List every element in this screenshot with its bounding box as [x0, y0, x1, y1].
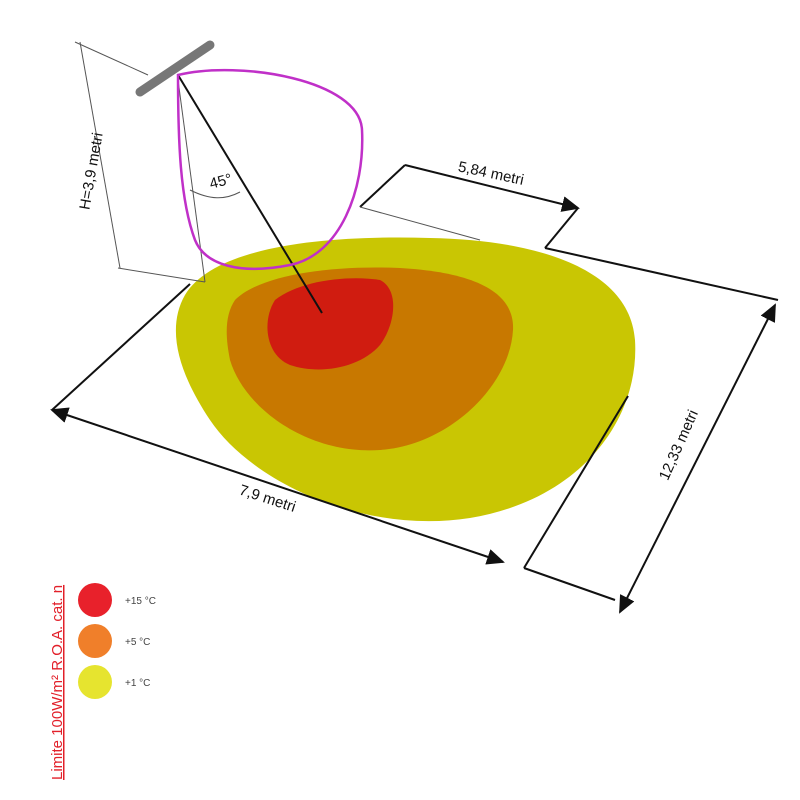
legend-label: +5 °C — [125, 637, 150, 648]
length-label: 12,33 metri — [656, 407, 702, 482]
angle-label: 45° — [208, 171, 234, 193]
height-label: H=3,9 metri — [76, 131, 106, 211]
beam-axis — [177, 74, 323, 314]
dimension-lines — [50, 41, 779, 614]
legend-swatch — [78, 583, 112, 617]
legend: +15 °C +5 °C +1 °C — [78, 583, 156, 699]
legend-swatch — [78, 665, 112, 699]
legend-label: +1 °C — [125, 678, 150, 689]
depth-label: 5,84 metri — [457, 158, 526, 188]
legend-label: +15 °C — [125, 596, 156, 607]
radiation-lobe — [176, 68, 364, 271]
heater — [135, 40, 215, 97]
width-label: 7,9 metri — [237, 482, 298, 516]
zone-red — [267, 278, 394, 370]
legend-swatch — [78, 624, 112, 658]
note: Limite 100W/m² R.O.A. cat. n — [49, 585, 66, 780]
angle-arc — [189, 189, 241, 199]
